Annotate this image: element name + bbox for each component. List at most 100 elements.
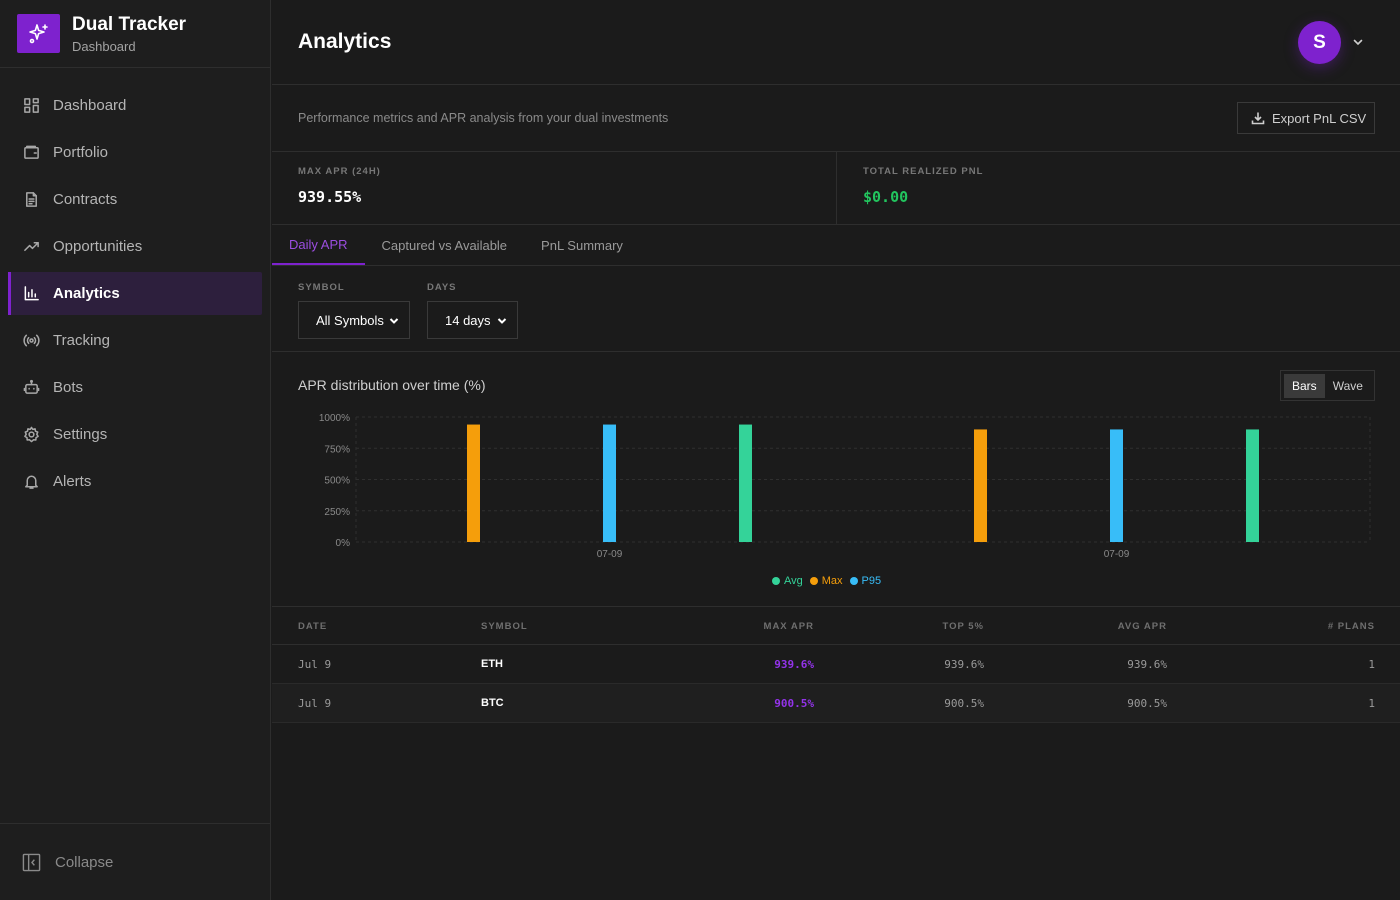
legend-dot — [772, 577, 780, 585]
stats-row: MAX APR (24H) 939.55% TOTAL REALIZED PNL… — [272, 152, 1400, 225]
sidebar-item-settings[interactable]: Settings — [8, 413, 262, 456]
legend-label: P95 — [861, 575, 882, 587]
stat-max-apr: MAX APR (24H) 939.55% — [272, 152, 836, 224]
legend-dot — [849, 577, 858, 585]
column-header-date[interactable]: DATE — [298, 621, 328, 632]
cell-avg-apr: 939.6% — [1127, 658, 1167, 671]
wallet-icon — [24, 145, 39, 159]
document-icon — [26, 192, 37, 207]
sidebar-collapse-icon — [22, 853, 41, 871]
x-tick-label: 07-09 — [1104, 549, 1130, 560]
bell-icon — [25, 475, 38, 489]
avatar[interactable]: S — [1298, 21, 1341, 64]
cell-plans: 1 — [1368, 658, 1375, 671]
sidebar-item-label: Opportunities — [53, 238, 143, 255]
sidebar-item-label: Analytics — [53, 285, 120, 302]
sidebar-item-tracking[interactable]: Tracking — [8, 319, 262, 362]
table-row[interactable]: Jul 9 BTC 900.5% 900.5% 900.5% 1 — [272, 684, 1400, 723]
symbol-select-value: All Symbols — [316, 312, 384, 328]
chart-title: APR distribution over time (%) — [298, 377, 486, 393]
tab-pnl-summary[interactable]: PnL Summary — [541, 237, 623, 253]
column-header-max-apr[interactable]: MAX APR — [763, 621, 814, 632]
table-header: DATE SYMBOL MAX APR TOP 5% AVG APR # PLA… — [272, 607, 1400, 645]
legend-item-avg[interactable]: Avg — [772, 575, 803, 587]
sidebar-item-label: Dashboard — [53, 97, 127, 114]
sidebar: Dual Tracker Dashboard Dashboard Portfol… — [0, 0, 271, 900]
column-header-symbol[interactable]: SYMBOL — [481, 621, 528, 632]
x-tick-label: 07-09 — [597, 549, 623, 560]
cell-top-5: 900.5% — [944, 697, 984, 710]
brand-header[interactable]: Dual Tracker Dashboard — [0, 0, 270, 68]
symbol-select[interactable]: All Symbols — [298, 301, 410, 339]
stat-label: MAX APR (24H) — [298, 166, 381, 177]
cell-symbol: ETH — [481, 658, 503, 670]
cell-date: Jul 9 — [298, 658, 332, 671]
sidebar-item-alerts[interactable]: Alerts — [8, 460, 262, 503]
sidebar-item-label: Tracking — [53, 332, 110, 349]
radio-icon — [23, 334, 40, 347]
legend-dot — [809, 577, 818, 585]
legend-item-max[interactable]: Max — [809, 575, 843, 587]
sidebar-item-label: Settings — [53, 426, 108, 443]
cell-max-apr: 939.6% — [774, 658, 814, 671]
y-tick-label: 250% — [324, 507, 350, 518]
days-select[interactable]: 14 days — [427, 301, 518, 339]
bar-chart-icon — [24, 286, 39, 301]
legend-label: Avg — [784, 575, 803, 587]
chart-mode-toggle: Bars Wave — [1280, 370, 1375, 401]
sidebar-item-bots[interactable]: Bots — [8, 366, 262, 409]
column-header-plans[interactable]: # PLANS — [1327, 621, 1375, 632]
sidebar-item-contracts[interactable]: Contracts — [8, 178, 262, 221]
sidebar-item-label: Alerts — [53, 473, 92, 490]
legend-label: Max — [821, 575, 843, 587]
tab-captured-vs-available[interactable]: Captured vs Available — [381, 237, 508, 253]
bot-icon — [23, 379, 40, 394]
sidebar-item-analytics[interactable]: Analytics — [8, 272, 262, 315]
cell-plans: 1 — [1368, 697, 1375, 710]
gear-icon — [24, 426, 39, 443]
chart-section: 1000% 750% 500% 250% 0% 07-09 07-09 APR distri… — [272, 352, 1400, 607]
bar-avg — [1246, 429, 1259, 542]
wave-toggle-button[interactable]: Wave — [1332, 378, 1363, 393]
tab-bar: Daily APR Captured vs Available PnL Summ… — [272, 225, 1400, 266]
symbol-filter-label: SYMBOL — [298, 282, 345, 293]
description-row: Performance metrics and APR analysis fro… — [272, 85, 1400, 152]
tab-daily-apr[interactable]: Daily APR — [272, 225, 365, 265]
bar-max — [974, 429, 987, 542]
stat-label: TOTAL REALIZED PNL — [863, 166, 984, 177]
collapse-button[interactable]: Collapse — [0, 823, 270, 900]
y-tick-label: 1000% — [319, 413, 350, 424]
grid-icon — [24, 98, 39, 113]
cell-symbol: BTC — [481, 697, 504, 709]
chevron-down-icon[interactable] — [1352, 36, 1364, 48]
stat-value: $0.00 — [863, 188, 909, 206]
sidebar-item-label: Portfolio — [53, 144, 109, 161]
app-title: Dual Tracker — [72, 13, 187, 35]
export-pnl-csv-button[interactable]: Export PnL CSV — [1237, 102, 1375, 134]
sidebar-item-label: Bots — [53, 379, 84, 396]
sidebar-item-opportunities[interactable]: Opportunities — [8, 225, 262, 268]
stat-value: 939.55% — [298, 188, 362, 206]
table-row[interactable]: Jul 9 ETH 939.6% 939.6% 939.6% 1 — [272, 645, 1400, 684]
chevron-down-icon — [389, 318, 399, 324]
column-header-avg-apr[interactable]: AVG APR — [1117, 621, 1167, 632]
collapse-label: Collapse — [55, 853, 114, 871]
cell-date: Jul 9 — [298, 697, 332, 710]
legend-item-p95[interactable]: P95 — [849, 575, 882, 587]
bars-toggle-button[interactable]: Bars — [1284, 373, 1325, 398]
sidebar-nav: Dashboard Portfolio Contracts Opportunit… — [0, 68, 270, 503]
sidebar-item-dashboard[interactable]: Dashboard — [8, 84, 262, 127]
app-subtitle: Dashboard — [72, 38, 136, 54]
sidebar-item-portfolio[interactable]: Portfolio — [8, 131, 262, 174]
main-content: Analytics S Performance metrics and APR … — [272, 0, 1400, 900]
page-title: Analytics — [298, 30, 392, 53]
sparkles-icon — [17, 14, 60, 53]
cell-max-apr: 900.5% — [774, 697, 814, 710]
topbar: Analytics S — [272, 0, 1400, 85]
bar-p95 — [1110, 429, 1123, 542]
sidebar-item-label: Contracts — [53, 191, 118, 208]
bar-max — [467, 424, 480, 542]
cell-top-5: 939.6% — [944, 658, 984, 671]
column-header-top-5[interactable]: TOP 5% — [942, 621, 984, 632]
stat-total-realized-pnl: TOTAL REALIZED PNL $0.00 — [836, 152, 1400, 224]
